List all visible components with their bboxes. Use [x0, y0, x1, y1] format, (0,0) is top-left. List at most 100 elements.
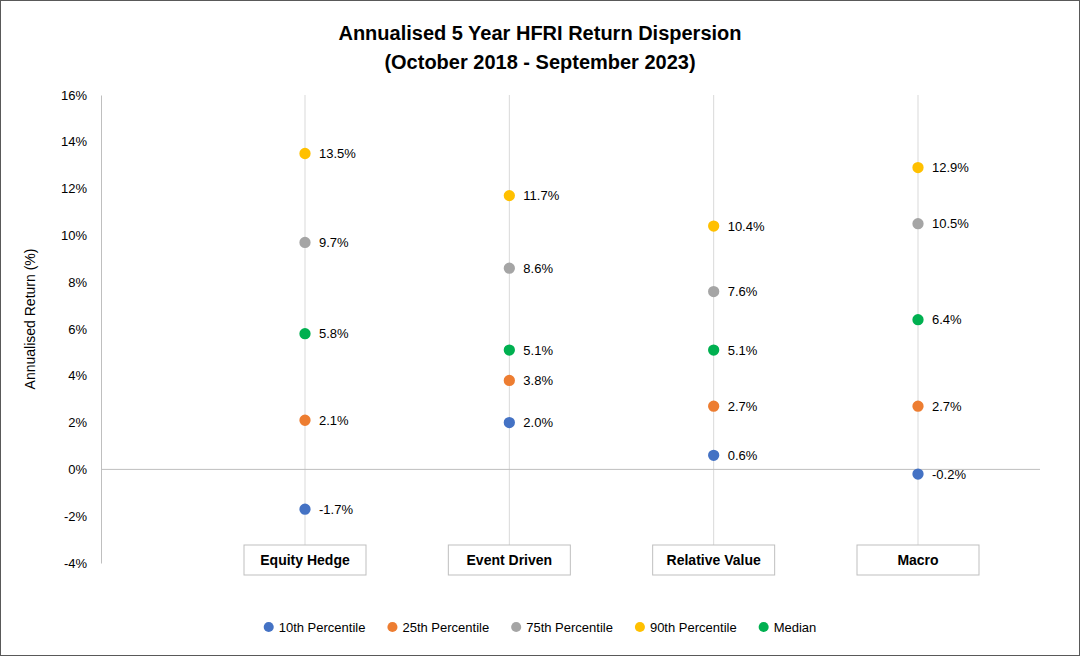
- zero-line: [101, 469, 1040, 470]
- point: [299, 237, 310, 248]
- x-tick-label: Event Driven: [467, 552, 553, 568]
- legend-item: 25th Percentile: [387, 620, 489, 635]
- y-tick: 12%: [61, 181, 101, 196]
- data-label: 13.5%: [319, 146, 356, 161]
- y-tick-label: 10%: [61, 228, 87, 243]
- legend-item: 90th Percentile: [635, 620, 737, 635]
- chart: Annualised 5 Year HFRI Return Dispersion…: [0, 0, 1080, 656]
- data-label: 10.4%: [728, 219, 765, 234]
- point: [912, 218, 923, 229]
- x-tick-label: Macro: [897, 552, 938, 568]
- y-axis-title: Annualised Return (%): [22, 249, 38, 390]
- y-axis: -4% -2% 0% 2% 4% 6% 8% 10% 12% 14% 16%: [61, 88, 102, 571]
- legend-marker: [759, 622, 769, 632]
- y-tick: -2%: [64, 509, 101, 524]
- marks: [299, 148, 923, 515]
- category-lines: [305, 95, 918, 545]
- point: [912, 314, 923, 325]
- point: [708, 344, 719, 355]
- category-box: [244, 545, 366, 575]
- legend-marker: [264, 622, 274, 632]
- point: [504, 344, 515, 355]
- data-label: 2.7%: [932, 399, 962, 414]
- data-label: 6.4%: [932, 312, 962, 327]
- legend-label: 90th Percentile: [650, 620, 737, 635]
- legend-item: Median: [759, 620, 817, 635]
- point: [504, 190, 515, 201]
- y-tick: -4%: [64, 556, 101, 571]
- y-tick-label: -2%: [64, 509, 88, 524]
- y-tick-label: -4%: [64, 556, 88, 571]
- data-label: 2.7%: [728, 399, 758, 414]
- data-label: 5.8%: [319, 326, 349, 341]
- point: [299, 415, 310, 426]
- category-box: [653, 545, 775, 575]
- x-axis: Equity Hedge Event Driven Relative Value Ma…: [244, 545, 979, 575]
- point: [299, 504, 310, 515]
- point: [708, 286, 719, 297]
- legend-marker: [387, 622, 397, 632]
- legend-item: 10th Percentile: [264, 620, 366, 635]
- y-axis-line: [101, 96, 102, 564]
- point: [708, 450, 719, 461]
- point: [299, 148, 310, 159]
- category-line: [509, 95, 510, 545]
- legend-label: 75th Percentile: [526, 620, 613, 635]
- data-label: -1.7%: [319, 502, 353, 517]
- title: Annualised 5 Year HFRI Return Dispersion: [338, 22, 741, 44]
- y-tick: 14%: [61, 134, 101, 149]
- category-line: [305, 95, 306, 545]
- chart-border: [1, 1, 1080, 656]
- x-tick-label: Equity Hedge: [260, 552, 350, 568]
- data-label: 3.8%: [523, 373, 553, 388]
- point: [504, 417, 515, 428]
- data-label: 12.9%: [932, 160, 969, 175]
- point: [299, 328, 310, 339]
- legend-marker: [511, 622, 521, 632]
- data-label: 9.7%: [319, 235, 349, 250]
- y-tick: 10%: [61, 228, 101, 243]
- data-label: 8.6%: [523, 261, 553, 276]
- x-tick-label: Relative Value: [667, 552, 761, 568]
- data-label: 5.1%: [728, 343, 758, 358]
- data-labels: -1.7% 2.0% 0.6% -0.2% 2.1% 3.8% 2.7% 2.7% 9.7% 8.…: [319, 146, 969, 517]
- data-label: -0.2%: [932, 467, 966, 482]
- point: [708, 401, 719, 412]
- legend-label: 25th Percentile: [402, 620, 489, 635]
- y-tick-label: 16%: [61, 88, 87, 103]
- data-label: 0.6%: [728, 448, 758, 463]
- y-tick: 6%: [68, 322, 101, 337]
- legend-marker: [635, 622, 645, 632]
- category-box: [448, 545, 570, 575]
- subtitle: (October 2018 - September 2023): [384, 51, 695, 73]
- y-tick: 4%: [68, 368, 101, 383]
- point: [504, 375, 515, 386]
- category-line: [713, 95, 714, 545]
- y-tick-label: 4%: [68, 368, 87, 383]
- data-label: 5.1%: [523, 343, 553, 358]
- point: [912, 162, 923, 173]
- point: [708, 220, 719, 231]
- y-tick-label: 14%: [61, 134, 87, 149]
- legend-item: 75th Percentile: [511, 620, 613, 635]
- y-tick-label: 8%: [68, 275, 87, 290]
- y-tick-label: 6%: [68, 322, 87, 337]
- data-label: 10.5%: [932, 216, 969, 231]
- point: [504, 263, 515, 274]
- y-tick: 2%: [68, 415, 101, 430]
- y-tick-label: 0%: [68, 462, 87, 477]
- data-label: 2.0%: [523, 415, 553, 430]
- y-tick: 8%: [68, 275, 101, 290]
- legend: 10th Percentile 25th Percentile 75th Perce…: [264, 620, 817, 635]
- legend-label: Median: [774, 620, 817, 635]
- y-tick: 16%: [61, 88, 101, 103]
- y-tick-label: 12%: [61, 181, 87, 196]
- y-tick-label: 2%: [68, 415, 87, 430]
- data-label: 2.1%: [319, 413, 349, 428]
- y-tick: 0%: [68, 462, 101, 477]
- point: [912, 401, 923, 412]
- point: [912, 468, 923, 479]
- data-label: 7.6%: [728, 284, 758, 299]
- legend-label: 10th Percentile: [279, 620, 366, 635]
- data-label: 11.7%: [523, 188, 559, 203]
